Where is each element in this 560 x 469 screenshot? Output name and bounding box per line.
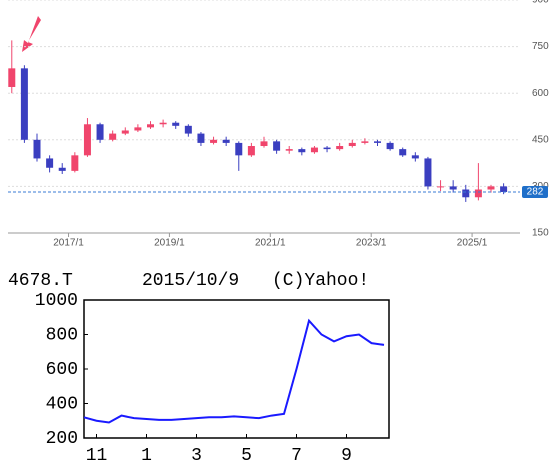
x-tick-label: 7 [291,446,302,466]
candle-body [109,133,117,140]
candle-body [336,146,344,150]
y-tick-label: 800 [46,325,78,345]
candle-body [411,155,419,159]
x-tick-label: 11 [86,446,108,466]
candle-body [172,122,180,126]
candle-body [285,149,293,151]
candle-body [20,68,28,140]
candle-body [184,125,192,134]
candle-body [323,147,331,150]
candle-body [121,130,129,134]
candle-body [222,139,230,143]
candle-body [474,189,482,198]
candle-body [71,155,79,171]
candle-body [399,149,407,156]
x-tick-label: 3 [191,446,202,466]
candle-body [33,139,41,159]
x-tick-label: 2019/1 [154,238,185,249]
candle-body [159,122,167,125]
chart-title: 4678.T [8,271,73,291]
price-line [83,318,385,424]
line-chart: 4678.T 2015/10/9 (C)Yahoo! 200 400 600 800 1… [8,271,390,466]
candle-body [58,167,66,171]
source: (C)Yahoo! [272,271,369,291]
candle-body [500,186,508,192]
y-tick-label: 600 [46,360,78,380]
candle-body [147,124,155,128]
y-tick-label: 900 [532,0,549,6]
x-tick-label: 2017/1 [53,238,84,249]
candle-body [373,141,381,143]
candle-body [449,186,457,190]
candle-body [247,146,255,156]
candle-body [386,142,394,150]
candlestick-chart: 1503004506007509002017/12019/12021/12023… [8,0,549,249]
candle-body [462,189,470,198]
x-tick-label: 2025/1 [457,238,488,249]
x-tick-label: 2021/1 [255,238,286,249]
last-price-badge [522,185,548,198]
candle-body [310,147,318,153]
candle-body [361,141,369,143]
candle-body [348,142,356,147]
candle-body [298,149,306,153]
date: 2015/10/9 [142,271,239,291]
candle-body [46,158,54,168]
candle-body [437,186,445,188]
candle-body [8,68,16,87]
x-tick-label: 9 [341,446,352,466]
candle-body [273,141,281,151]
y-tick-label: 450 [532,134,549,145]
candle-body [210,139,218,143]
x-tick-label: 5 [241,446,252,466]
y-tick-label: 1000 [35,291,78,311]
x-tick-label: 2023/1 [356,238,387,249]
y-tick-label: 600 [532,88,549,99]
candle-body [134,127,142,131]
candle-body [424,158,432,187]
candle-body [260,141,268,147]
y-tick-label: 200 [46,429,78,449]
y-tick-label: 750 [532,41,549,52]
last-price-label: 282 [527,187,544,198]
candle-body [83,124,91,156]
y-tick-label: 150 [532,228,549,239]
arrow [22,16,41,52]
y-tick-label: 400 [46,394,78,414]
x-tick-label: 1 [141,446,152,466]
candle-body [197,133,205,143]
candle-body [235,142,243,156]
candle-body [487,186,495,190]
candle-body [96,124,104,140]
